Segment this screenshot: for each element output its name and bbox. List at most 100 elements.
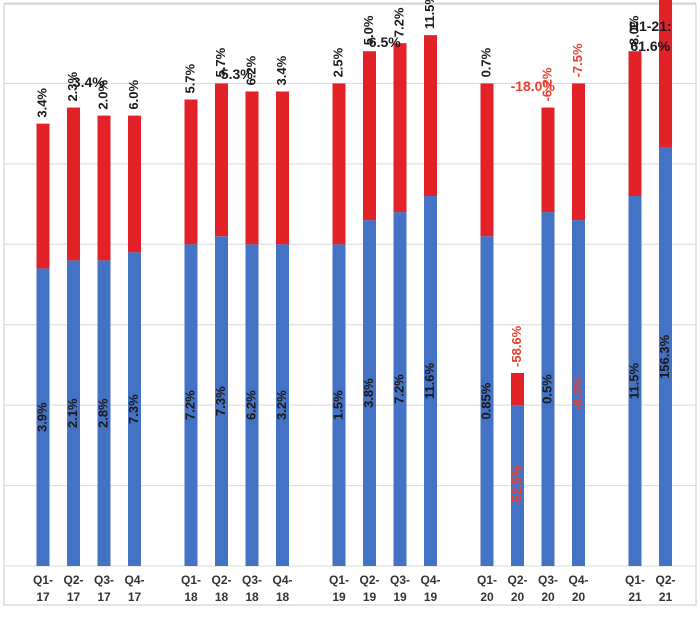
bar-top bbox=[332, 83, 346, 245]
data-label-bottom: 3.9% bbox=[34, 402, 49, 432]
tick-label: 19 bbox=[393, 590, 407, 604]
data-label-bottom: 7.2% bbox=[182, 390, 197, 420]
data-label-top: 7.2% bbox=[391, 7, 406, 37]
tick-label: 17 bbox=[128, 590, 142, 604]
bar-bottom bbox=[128, 252, 141, 567]
annotation: -18.0% bbox=[511, 78, 556, 94]
data-label-top: 3.4% bbox=[34, 88, 49, 118]
data-label-top: 6.2% bbox=[243, 55, 258, 85]
bar-top bbox=[424, 35, 437, 197]
tick-label: Q2- bbox=[655, 573, 675, 587]
bar-bottom bbox=[67, 260, 80, 566]
tick-label: 17 bbox=[67, 590, 81, 604]
bar-bottom bbox=[628, 196, 642, 566]
data-label-bottom: 0.85% bbox=[478, 382, 493, 419]
annotation: 61.6% bbox=[630, 38, 670, 54]
chart-frame bbox=[3, 3, 697, 606]
data-label-bottom: -6.0% bbox=[570, 376, 585, 410]
bar-top bbox=[245, 91, 259, 245]
tick-label: Q1- bbox=[181, 573, 201, 587]
data-label-top: 2.0% bbox=[95, 80, 110, 110]
data-label-top: -6.2% bbox=[539, 67, 554, 101]
data-label-bottom: 2.8% bbox=[95, 398, 110, 428]
data-label-bottom: 11.6% bbox=[422, 363, 437, 400]
bar-top bbox=[97, 115, 111, 261]
data-label-top: 8.0% bbox=[626, 15, 641, 45]
tick-label: Q1- bbox=[477, 573, 497, 587]
bar-bottom bbox=[97, 260, 111, 566]
bar-bottom bbox=[215, 236, 228, 566]
data-label-top: 6.0% bbox=[126, 80, 141, 110]
data-label-bottom: 11.5% bbox=[626, 363, 641, 400]
bar-bottom bbox=[36, 268, 50, 566]
tick-label: Q3- bbox=[94, 573, 114, 587]
bar-bottom bbox=[424, 196, 437, 566]
data-label-bottom: 156.3% bbox=[657, 334, 672, 379]
tick-label: 20 bbox=[480, 590, 494, 604]
data-label-top: 5.0% bbox=[361, 15, 376, 45]
data-label-bottom: 7.3% bbox=[213, 386, 228, 416]
tick-label: 19 bbox=[332, 590, 346, 604]
bar-top bbox=[363, 51, 376, 221]
bar-top bbox=[393, 43, 407, 213]
bar-top bbox=[572, 83, 585, 221]
tick-label: Q3- bbox=[538, 573, 558, 587]
bar-top bbox=[659, 0, 672, 148]
bar-bottom bbox=[659, 147, 672, 566]
data-label-top: 2.3% bbox=[65, 71, 80, 101]
tick-label: Q1- bbox=[33, 573, 53, 587]
annotation: 5.3% bbox=[221, 66, 253, 82]
tick-label: Q2- bbox=[63, 573, 83, 587]
tick-label: Q4- bbox=[568, 573, 588, 587]
data-label-top: 3.4% bbox=[274, 55, 289, 85]
bar-bottom bbox=[511, 405, 524, 566]
data-label-bottom: 3.8% bbox=[361, 378, 376, 408]
tick-label: 19 bbox=[363, 590, 377, 604]
bar-top bbox=[67, 107, 80, 261]
bar-bottom bbox=[276, 244, 289, 567]
bar-bottom bbox=[541, 212, 555, 566]
tick-label: Q1- bbox=[329, 573, 349, 587]
data-label-top: 5.7% bbox=[182, 63, 197, 93]
tick-label: Q4- bbox=[124, 573, 144, 587]
tick-label: Q2- bbox=[211, 573, 231, 587]
tick-label: 17 bbox=[97, 590, 111, 604]
bar-top bbox=[628, 51, 642, 197]
data-label-bottom: 0.5% bbox=[539, 374, 554, 404]
tick-label: Q4- bbox=[420, 573, 440, 587]
bar-top bbox=[128, 115, 141, 253]
tick-label: 18 bbox=[184, 590, 198, 604]
tick-label: Q3- bbox=[390, 573, 410, 587]
bar-top bbox=[184, 99, 198, 245]
tick-label: 20 bbox=[541, 590, 555, 604]
bar-bottom bbox=[393, 212, 407, 566]
tick-label: 20 bbox=[511, 590, 525, 604]
tick-label: Q3- bbox=[242, 573, 262, 587]
tick-label: 21 bbox=[628, 590, 642, 604]
bar-top bbox=[511, 372, 524, 406]
tick-label: 18 bbox=[276, 590, 290, 604]
data-label-top: 11.5% bbox=[422, 0, 437, 29]
annotation: 6.5% bbox=[369, 34, 401, 50]
tick-label: 19 bbox=[424, 590, 438, 604]
tick-label: Q1- bbox=[625, 573, 645, 587]
tick-label: 21 bbox=[659, 590, 673, 604]
data-label-top: 0.7% bbox=[478, 47, 493, 77]
data-label-bottom: -52.5% bbox=[509, 465, 524, 507]
bar-top bbox=[36, 123, 50, 269]
bar-bottom bbox=[480, 236, 494, 566]
bar-bottom bbox=[245, 244, 259, 567]
data-label-bottom: 6.2% bbox=[243, 390, 258, 420]
tick-label: Q2- bbox=[507, 573, 527, 587]
tick-label: 18 bbox=[245, 590, 259, 604]
data-label-bottom: 3.2% bbox=[274, 390, 289, 420]
bar-bottom bbox=[363, 220, 376, 566]
bar-top bbox=[541, 107, 555, 213]
data-label-top: 5.7% bbox=[213, 47, 228, 77]
bar-bottom bbox=[332, 244, 346, 567]
bar-top bbox=[276, 91, 289, 245]
bar-top bbox=[480, 83, 494, 237]
data-label-bottom: 7.2% bbox=[391, 374, 406, 404]
